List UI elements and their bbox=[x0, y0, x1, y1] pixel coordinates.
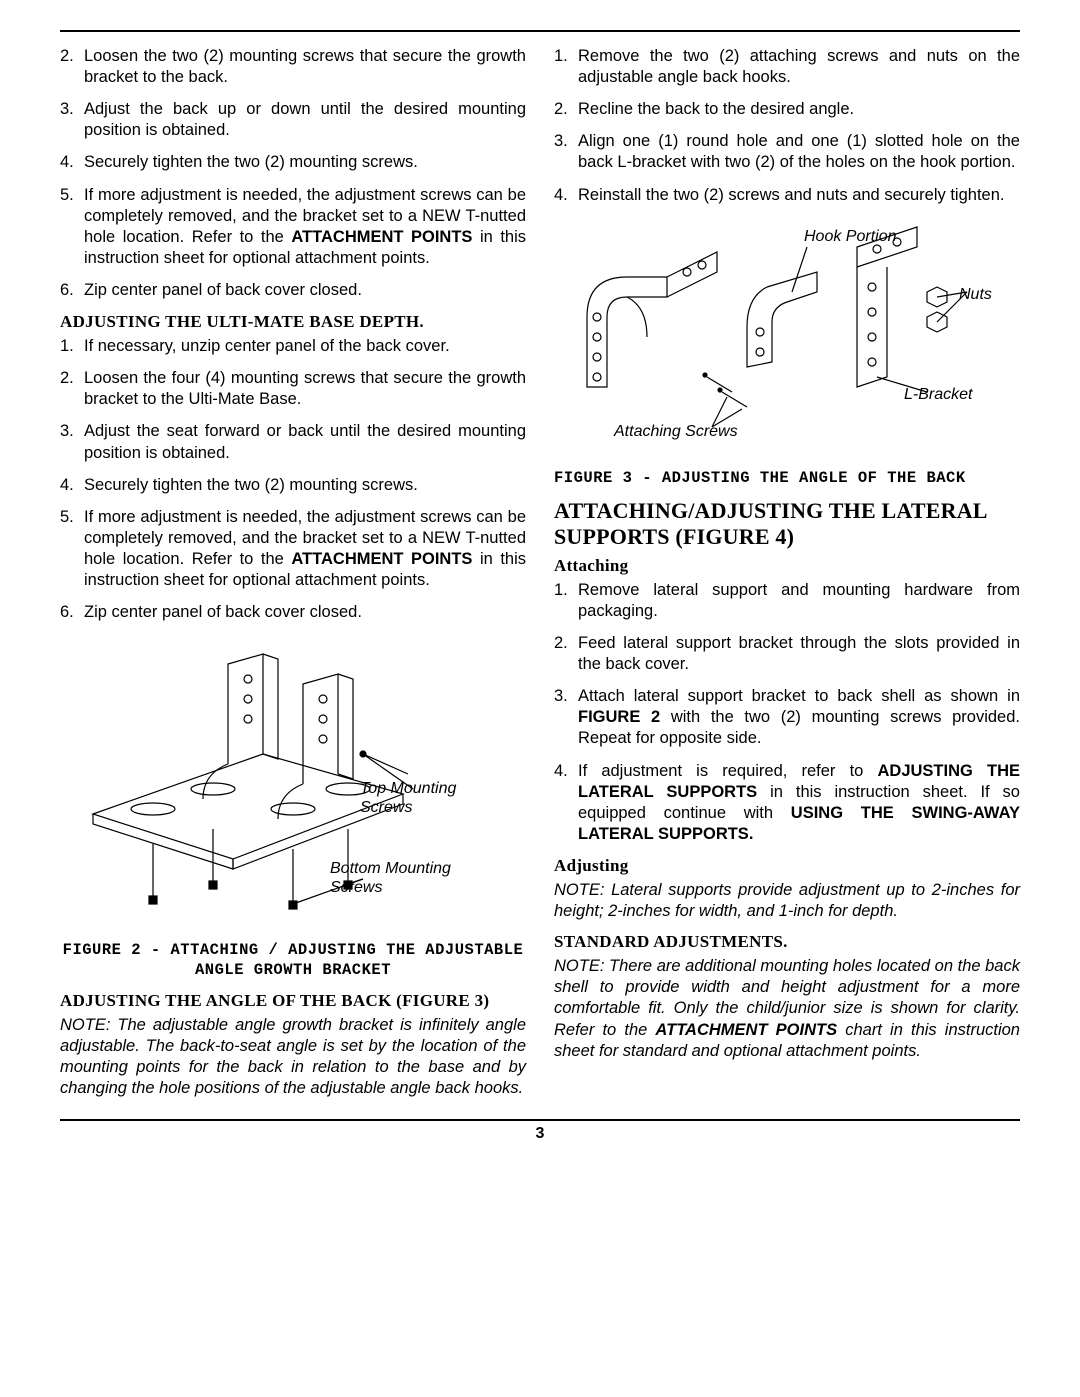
figure-3-label-lbracket: L-Bracket bbox=[904, 385, 972, 404]
list-item: 3.Align one (1) round hole and one (1) s… bbox=[554, 131, 1020, 173]
note-adjusting: NOTE: Lateral supports provide adjustmen… bbox=[554, 880, 1020, 922]
list-text: Recline the back to the desired angle. bbox=[578, 99, 1020, 120]
figure-3-label-hook: Hook Portion bbox=[804, 227, 897, 246]
list-item: 1.Remove lateral support and mounting ha… bbox=[554, 580, 1020, 622]
heading-lateral-supports: ATTACHING/ADJUSTING THE LATERAL SUPPORTS… bbox=[554, 498, 1020, 550]
list-item: 4.Reinstall the two (2) screws and nuts … bbox=[554, 185, 1020, 206]
list-item: 2.Feed lateral support bracket through t… bbox=[554, 633, 1020, 675]
list-text: Loosen the two (2) mounting screws that … bbox=[84, 46, 526, 88]
list-num: 6. bbox=[60, 602, 84, 623]
bottom-rule bbox=[60, 1119, 1020, 1121]
list-text: If necessary, unzip center panel of the … bbox=[84, 336, 526, 357]
list-text: Zip center panel of back cover closed. bbox=[84, 280, 526, 301]
list-num: 1. bbox=[554, 46, 578, 88]
list-1: 2.Loosen the two (2) mounting screws tha… bbox=[60, 46, 526, 301]
list-item: 3.Attach lateral support bracket to back… bbox=[554, 686, 1020, 749]
list-num: 1. bbox=[554, 580, 578, 622]
list-num: 4. bbox=[554, 761, 578, 845]
list-item: 2.Loosen the four (4) mounting screws th… bbox=[60, 368, 526, 410]
top-rule bbox=[60, 30, 1020, 32]
note-angle: NOTE: The adjustable angle growth bracke… bbox=[60, 1015, 526, 1099]
list-text: If more adjustment is needed, the adjust… bbox=[84, 507, 526, 591]
figure-2-label-bottom: Bottom Mounting Screws bbox=[330, 859, 480, 897]
left-column: 2.Loosen the two (2) mounting screws tha… bbox=[60, 46, 526, 1109]
figure-3: Hook Portion Nuts L-Bracket Attaching Sc… bbox=[554, 217, 1020, 488]
right-column: 1.Remove the two (2) attaching screws an… bbox=[554, 46, 1020, 1109]
list-text: If adjustment is required, refer to ADJU… bbox=[578, 761, 1020, 845]
figure-2-caption: FIGURE 2 - ATTACHING / ADJUSTING THE ADJ… bbox=[60, 940, 526, 980]
list-item: 2.Recline the back to the desired angle. bbox=[554, 99, 1020, 120]
list-item: 3.Adjust the back up or down until the d… bbox=[60, 99, 526, 141]
list-num: 5. bbox=[60, 185, 84, 269]
figure-2-label-top: Top Mounting Screws bbox=[360, 779, 480, 817]
figure-3-label-screws: Attaching Screws bbox=[614, 422, 738, 441]
figure-2: Top Mounting Screws Bottom Mounting Scre… bbox=[60, 634, 526, 980]
heading-adjusting: Adjusting bbox=[554, 856, 1020, 876]
list-num: 2. bbox=[554, 99, 578, 120]
list-item: 2.Loosen the two (2) mounting screws tha… bbox=[60, 46, 526, 88]
figure-3-drawing: Hook Portion Nuts L-Bracket Attaching Sc… bbox=[554, 217, 1020, 462]
note-standard: NOTE: There are additional mounting hole… bbox=[554, 956, 1020, 1062]
heading-standard: STANDARD ADJUSTMENTS. bbox=[554, 932, 1020, 952]
list-item: 5.If more adjustment is needed, the adju… bbox=[60, 507, 526, 591]
list-text: Zip center panel of back cover closed. bbox=[84, 602, 526, 623]
list-item: 4.If adjustment is required, refer to AD… bbox=[554, 761, 1020, 845]
list-num: 6. bbox=[60, 280, 84, 301]
list-text: Securely tighten the two (2) mounting sc… bbox=[84, 475, 526, 496]
list-item: 1.If necessary, unzip center panel of th… bbox=[60, 336, 526, 357]
list-item: 1.Remove the two (2) attaching screws an… bbox=[554, 46, 1020, 88]
list-text: Reinstall the two (2) screws and nuts an… bbox=[578, 185, 1020, 206]
list-item: 6.Zip center panel of back cover closed. bbox=[60, 280, 526, 301]
list-num: 2. bbox=[554, 633, 578, 675]
list-text: Loosen the four (4) mounting screws that… bbox=[84, 368, 526, 410]
heading-attaching: Attaching bbox=[554, 556, 1020, 576]
list-text: Securely tighten the two (2) mounting sc… bbox=[84, 152, 526, 173]
list-text: Adjust the seat forward or back until th… bbox=[84, 421, 526, 463]
list-text: If more adjustment is needed, the adjust… bbox=[84, 185, 526, 269]
heading-angle-back: ADJUSTING THE ANGLE OF THE BACK (FIGURE … bbox=[60, 991, 526, 1011]
list-num: 3. bbox=[60, 99, 84, 141]
list-text: Adjust the back up or down until the des… bbox=[84, 99, 526, 141]
list-2: 1.If necessary, unzip center panel of th… bbox=[60, 336, 526, 623]
figure-3-label-nuts: Nuts bbox=[959, 285, 992, 304]
figure-3-caption: FIGURE 3 - ADJUSTING THE ANGLE OF THE BA… bbox=[554, 468, 1020, 488]
list-num: 3. bbox=[60, 421, 84, 463]
list-text: Remove the two (2) attaching screws and … bbox=[578, 46, 1020, 88]
list-num: 4. bbox=[554, 185, 578, 206]
list-4: 1.Remove lateral support and mounting ha… bbox=[554, 580, 1020, 845]
two-column-layout: 2.Loosen the two (2) mounting screws tha… bbox=[60, 46, 1020, 1109]
list-text: Align one (1) round hole and one (1) slo… bbox=[578, 131, 1020, 173]
list-num: 2. bbox=[60, 368, 84, 410]
list-text: Attach lateral support bracket to back s… bbox=[578, 686, 1020, 749]
list-item: 3.Adjust the seat forward or back until … bbox=[60, 421, 526, 463]
list-text: Remove lateral support and mounting hard… bbox=[578, 580, 1020, 622]
list-num: 2. bbox=[60, 46, 84, 88]
list-num: 3. bbox=[554, 131, 578, 173]
list-num: 4. bbox=[60, 152, 84, 173]
list-num: 5. bbox=[60, 507, 84, 591]
list-text: Feed lateral support bracket through the… bbox=[578, 633, 1020, 675]
figure-2-drawing: Top Mounting Screws Bottom Mounting Scre… bbox=[60, 634, 526, 934]
list-num: 1. bbox=[60, 336, 84, 357]
list-num: 4. bbox=[60, 475, 84, 496]
list-3: 1.Remove the two (2) attaching screws an… bbox=[554, 46, 1020, 206]
heading-base-depth: ADJUSTING THE ULTI-MATE BASE DEPTH. bbox=[60, 312, 526, 332]
list-item: 4.Securely tighten the two (2) mounting … bbox=[60, 475, 526, 496]
page-number: 3 bbox=[60, 1125, 1020, 1143]
list-item: 4.Securely tighten the two (2) mounting … bbox=[60, 152, 526, 173]
list-item: 5.If more adjustment is needed, the adju… bbox=[60, 185, 526, 269]
list-item: 6.Zip center panel of back cover closed. bbox=[60, 602, 526, 623]
list-num: 3. bbox=[554, 686, 578, 749]
